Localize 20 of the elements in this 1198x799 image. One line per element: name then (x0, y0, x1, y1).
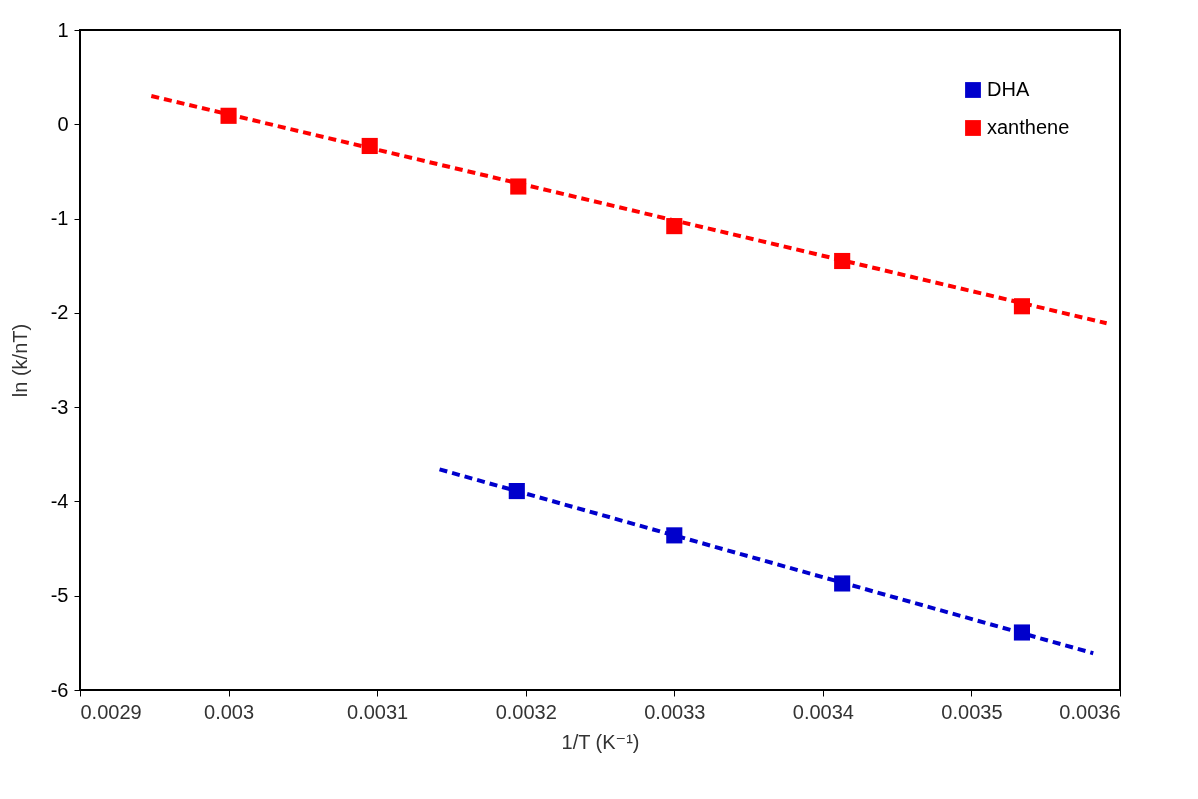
x-tick-label: 0.0031 (347, 700, 409, 723)
x-tick-label: 0.0035 (941, 700, 1003, 723)
y-tick-label: 0 (57, 112, 69, 135)
y-axis-title: ln (k/nT) (8, 323, 31, 398)
x-tick-label: 0.003 (204, 700, 255, 723)
x-tick-label: 0.0029 (80, 700, 142, 723)
x-axis-title: 1/T (K⁻¹) (561, 730, 640, 753)
legend-label: DHA (987, 78, 1030, 100)
y-tick-label: -3 (50, 395, 69, 418)
x-tick-label: 0.0034 (792, 700, 854, 723)
y-tick-label: 1 (57, 18, 69, 41)
y-tick-label: -4 (50, 489, 69, 512)
legend-label: xanthene (987, 116, 1070, 138)
y-tick-label: -1 (50, 207, 69, 230)
x-tick-label: 0.0036 (1059, 700, 1121, 723)
x-tick-label: 0.0033 (644, 700, 706, 723)
x-tick-label: 0.0032 (495, 700, 557, 723)
y-tick-label: -2 (50, 301, 69, 324)
y-tick-label: -6 (50, 678, 69, 701)
y-tick-label: -5 (50, 584, 69, 607)
